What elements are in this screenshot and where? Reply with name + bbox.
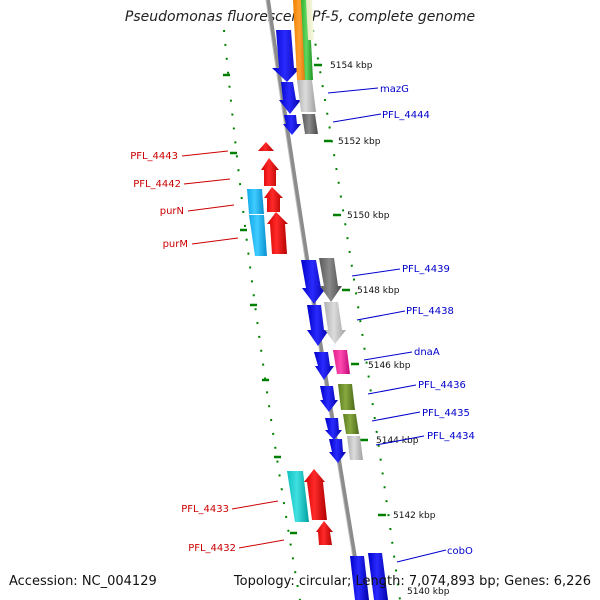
tick-label: 5140 kbp [407, 587, 450, 597]
forward-strand-features [272, 0, 388, 600]
accession-text: Accession: NC_004129 [9, 574, 157, 589]
cds-forward[interactable] [329, 439, 346, 463]
cds-forward[interactable] [314, 352, 334, 380]
topology-text: Topology: circular; Length: 7,074,893 bp… [233, 574, 591, 589]
tick-label: 5146 kbp [368, 361, 411, 371]
major-ticks [223, 63, 386, 535]
gene-label-forward[interactable]: mazG [380, 84, 409, 95]
reverse-leader-lines [181, 150, 285, 549]
cds-light-gray[interactable] [297, 80, 316, 112]
cds-reverse[interactable] [264, 187, 283, 212]
gene-label-reverse[interactable]: PFL_4442 [133, 179, 181, 190]
gene-label-reverse[interactable]: PFL_4433 [181, 504, 229, 515]
cds-reverse[interactable] [258, 142, 274, 151]
cds-cream[interactable] [306, 0, 314, 40]
cds-reverse[interactable] [304, 469, 327, 520]
gene-label-forward[interactable]: PFL_4435 [422, 408, 470, 419]
cds-pink[interactable] [333, 350, 350, 374]
cds-dark-gray[interactable] [302, 114, 318, 134]
cds-forward[interactable] [320, 386, 338, 412]
cds-forward[interactable] [350, 556, 369, 600]
cds-olive[interactable] [338, 384, 355, 410]
tick-label: 5150 kbp [347, 211, 390, 221]
gene-label-forward[interactable]: PFL_4434 [427, 431, 475, 442]
reverse-strand-features [247, 142, 333, 545]
cds-olive[interactable] [343, 414, 359, 434]
cds-forward[interactable] [272, 30, 300, 82]
gene-label-forward[interactable]: PFL_4439 [402, 264, 450, 275]
cds-forward[interactable] [283, 115, 301, 135]
gene-label-reverse[interactable]: purN [160, 206, 184, 217]
gene-label-reverse[interactable]: purM [163, 239, 188, 250]
cds-reverse[interactable] [267, 212, 288, 254]
gene-label-forward[interactable]: PFL_4438 [406, 306, 454, 317]
gene-label-forward[interactable]: PFL_4444 [382, 110, 430, 121]
cds-dark-gray[interactable] [319, 258, 342, 302]
cds-forward[interactable] [301, 260, 326, 304]
cds-light-gray[interactable] [347, 436, 363, 460]
cds-reverse[interactable] [316, 521, 333, 545]
cds-reverse-alt[interactable] [249, 215, 267, 256]
gene-label-forward[interactable]: cobO [447, 546, 473, 557]
cds-forward[interactable] [279, 82, 301, 114]
cds-teal[interactable] [287, 471, 309, 522]
cds-reverse-alt[interactable] [247, 189, 264, 214]
forward-leader-lines [327, 87, 447, 563]
gene-label-reverse[interactable]: PFL_4443 [130, 151, 178, 162]
gene-label-forward[interactable]: PFL_4436 [418, 380, 466, 391]
outer-tick-ring [312, 29, 401, 600]
cds-reverse[interactable] [261, 158, 279, 186]
cds-forward[interactable] [368, 553, 388, 600]
tick-label: 5152 kbp [338, 137, 381, 147]
tick-label: 5148 kbp [357, 286, 400, 296]
cds-light-gray[interactable] [324, 302, 346, 344]
tick-label: 5154 kbp [330, 61, 373, 71]
cds-forward[interactable] [307, 305, 329, 346]
gene-label-reverse[interactable]: PFL_4432 [188, 543, 236, 554]
gene-label-forward[interactable]: dnaA [414, 347, 440, 358]
cds-forward[interactable] [325, 418, 342, 440]
tick-label: 5142 kbp [393, 511, 436, 521]
